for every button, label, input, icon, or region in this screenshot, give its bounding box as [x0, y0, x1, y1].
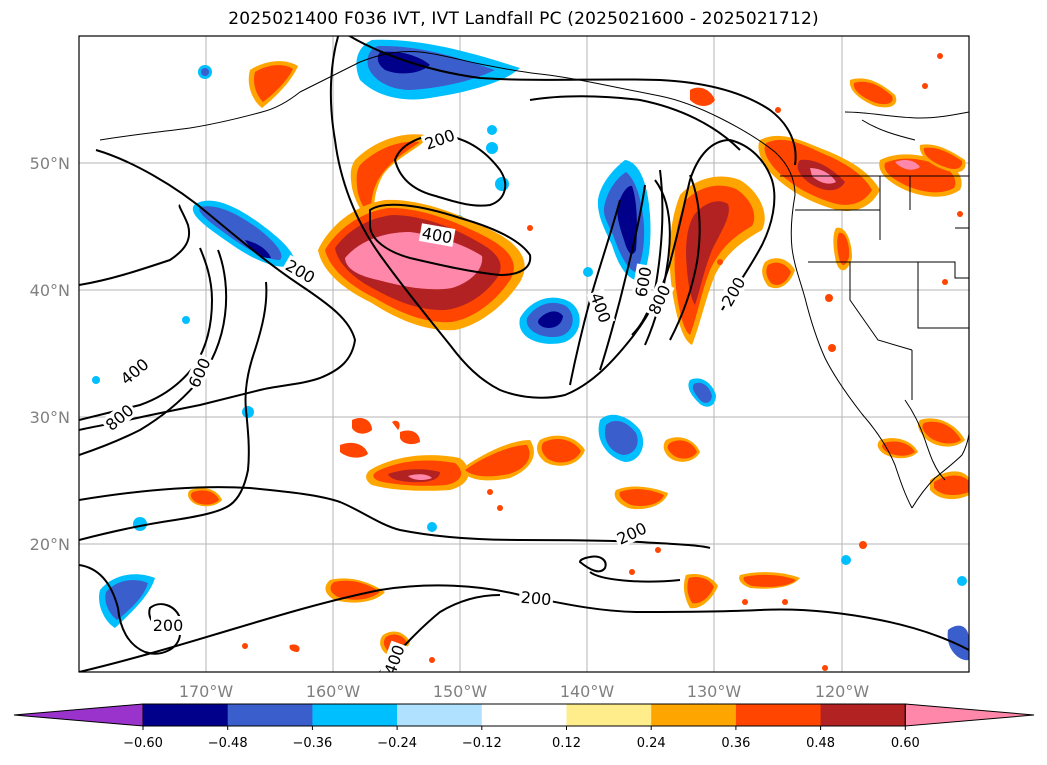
- longitude-labels: 170°W 160°W 150°W 140°W 130°W 120°W: [179, 682, 870, 701]
- colorbar-extend-high: [904, 703, 1035, 727]
- lat-label: 40°N: [30, 281, 70, 300]
- contour-label-bg: [420, 124, 459, 154]
- contour-label-bg: [151, 616, 185, 634]
- ivt-contours: [79, 36, 969, 672]
- colorbar-tick-label: 0.36: [721, 736, 750, 751]
- contour-label-bg: [643, 280, 675, 319]
- colorbar-tick-label: −0.24: [377, 736, 417, 751]
- colorbar-swatch: [143, 704, 229, 726]
- contour-label-bg: [418, 223, 456, 247]
- contour-label-bg: [518, 587, 554, 609]
- contour-label-bg: [716, 272, 750, 311]
- contour-labels: 2002002002002002004004004004006006008008…: [100, 124, 750, 672]
- negative-pc-shading: [92, 39, 969, 661]
- contour-label-bg: [586, 288, 616, 327]
- contour-label-bg: [100, 399, 139, 436]
- colorbar-outline: [142, 703, 906, 727]
- lon-label: 140°W: [560, 682, 615, 701]
- colorbar-tick-label: 0.60: [891, 736, 920, 751]
- map-frame: [78, 35, 970, 673]
- coastlines: [99, 51, 969, 509]
- colorbar-swatch: [735, 704, 822, 726]
- colorbar-tick-label: −0.48: [208, 736, 248, 751]
- colorbar-swatch: [820, 704, 906, 726]
- lon-label: 120°W: [815, 682, 870, 701]
- contour-label: 200: [520, 588, 552, 610]
- contour-label: 200: [153, 616, 184, 635]
- lat-label: 50°N: [30, 154, 70, 173]
- map-panel: [79, 36, 969, 672]
- lon-label: 130°W: [687, 682, 742, 701]
- colorbar-swatch: [651, 704, 737, 726]
- colorbar-swatch: [397, 704, 483, 726]
- colorbar-swatch: [481, 704, 567, 726]
- colorbar: −0.60 −0.48 −0.36 −0.24 −0.12 0.12 0.24 0.36 0.4…: [13, 703, 1035, 751]
- contour-label-bg: [183, 353, 215, 392]
- contour-label-bg: [281, 254, 320, 288]
- contour-label-bg: [631, 263, 655, 301]
- contour-label-bg: [379, 640, 409, 672]
- lon-label: 150°W: [433, 682, 488, 701]
- lon-label: 160°W: [306, 682, 361, 701]
- lat-label: 20°N: [30, 535, 70, 554]
- contour-label-bg: [612, 517, 651, 549]
- colorbar-swatch: [566, 704, 652, 726]
- colorbar-extend-low: [13, 703, 144, 727]
- positive-pc-shading: [187, 53, 969, 671]
- lat-label: 30°N: [30, 408, 70, 427]
- contour-label-bg: [115, 353, 154, 390]
- colorbar-swatch: [312, 704, 398, 726]
- colorbar-tick-label: 0.24: [637, 736, 666, 751]
- colorbar-tick-label: −0.36: [292, 736, 332, 751]
- latitude-labels: 50°N 40°N 30°N 20°N: [30, 154, 70, 554]
- colorbar-tick-label: 0.48: [806, 736, 835, 751]
- colorbar-swatch: [227, 704, 313, 726]
- colorbar-tick-label: 0.12: [552, 736, 581, 751]
- map-title: 2025021400 F036 IVT, IVT Landfall PC (20…: [228, 9, 819, 29]
- lon-label: 170°W: [179, 682, 234, 701]
- colorbar-tick-label: −0.12: [462, 736, 502, 751]
- colorbar-tick-label: −0.60: [123, 736, 163, 751]
